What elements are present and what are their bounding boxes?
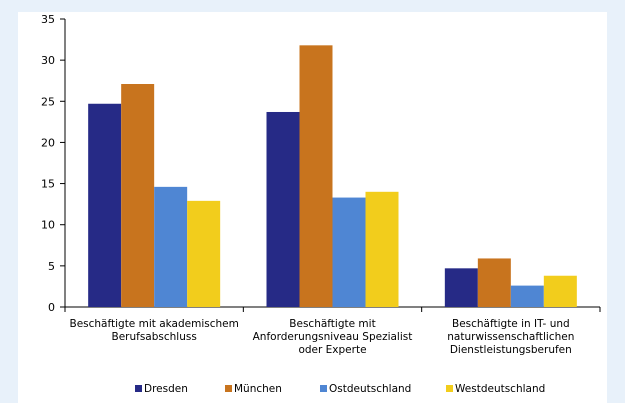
legend-swatch-westdeutschland	[446, 385, 453, 392]
y-tick-label: 5	[48, 260, 55, 273]
bar-ostdeutschland	[154, 186, 188, 307]
y-tick-label: 35	[41, 13, 55, 26]
legend-label-m-nchen: München	[234, 383, 282, 395]
y-tick-label: 10	[41, 219, 55, 232]
legend-label-dresden: Dresden	[144, 383, 188, 395]
bar-dresden	[266, 111, 300, 308]
bar-m-nchen	[299, 45, 333, 308]
legend-swatch-dresden	[135, 385, 142, 392]
x-category-label: Beschäftigte mit Anforderungsniveau Spezi…	[253, 318, 413, 356]
bar-m-nchen	[121, 84, 155, 308]
y-tick-label: 20	[41, 136, 55, 149]
bar-m-nchen	[477, 258, 511, 307]
bar-westdeutschland	[365, 191, 399, 307]
bar-westdeutschland	[187, 200, 221, 307]
bar-dresden	[88, 103, 122, 307]
legend-swatch-m-nchen	[225, 385, 232, 392]
bar-dresden	[444, 268, 478, 307]
bar-ostdeutschland	[510, 285, 544, 307]
y-tick-label: 25	[41, 95, 55, 108]
x-category-label: Beschäftigte in IT- und naturwissenschaft…	[447, 318, 574, 356]
bar-westdeutschland	[543, 275, 577, 307]
legend-swatch-ostdeutschland	[320, 385, 327, 392]
x-category-label: Beschäftigte mit akademischem Berufsabsch…	[69, 318, 238, 343]
y-tick-label: 30	[41, 54, 55, 67]
legend-label-westdeutschland: Westdeutschland	[455, 383, 545, 395]
legend-label-ostdeutschland: Ostdeutschland	[329, 383, 411, 395]
y-tick-label: 15	[41, 178, 55, 191]
bar-ostdeutschland	[332, 197, 366, 307]
y-tick-label: 0	[48, 301, 55, 314]
